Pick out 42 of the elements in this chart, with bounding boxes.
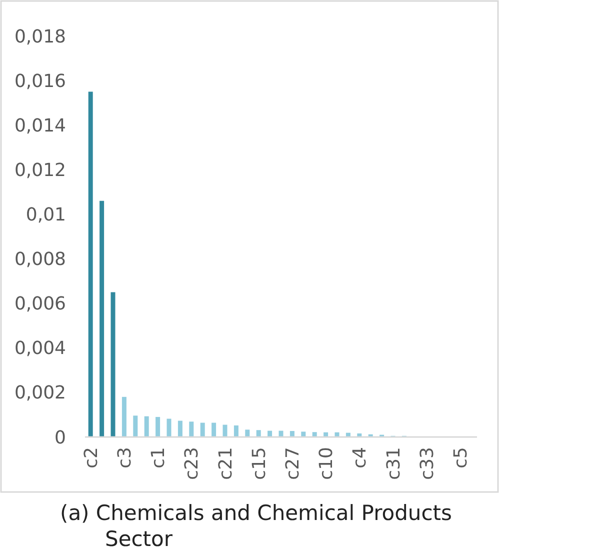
bar — [110, 292, 116, 437]
y-tick-label: 0,016 — [14, 70, 66, 92]
bar — [178, 420, 182, 437]
y-tick-label: 0,012 — [14, 160, 66, 181]
bar — [200, 422, 205, 437]
x-tick-label: c2 — [80, 447, 102, 468]
bar — [290, 430, 294, 437]
bar — [245, 430, 250, 437]
y-tick-label: 0,002 — [14, 382, 66, 404]
bar — [312, 432, 317, 437]
x-tick-label: c15 — [248, 447, 270, 480]
x-tick-label: c23 — [182, 447, 203, 480]
y-tick-label: 0,018 — [14, 26, 66, 48]
bar — [122, 396, 126, 437]
y-tick-label: 0,004 — [14, 338, 66, 360]
bar — [189, 422, 194, 437]
bar — [166, 418, 172, 437]
bar — [144, 416, 149, 437]
x-tick-label: c10 — [316, 447, 338, 480]
y-tick-label: 0,01 — [26, 204, 66, 226]
x-tick-label: c21 — [215, 447, 236, 480]
text: (a) Chemicals and Chemical Products Sector — [60, 501, 452, 551]
x-tick-label: c5 — [450, 447, 472, 468]
bar — [222, 424, 228, 437]
x-tick-label: c33 — [416, 447, 438, 480]
bar — [301, 432, 306, 437]
bar — [234, 425, 238, 437]
bar — [100, 200, 104, 437]
x-tick-label: c4 — [350, 447, 371, 468]
x-tick-label: c1 — [148, 447, 170, 468]
y-tick-label: 0,006 — [14, 294, 66, 315]
bar — [88, 92, 93, 437]
bar — [256, 430, 261, 437]
y-tick-label: 0 — [54, 427, 66, 448]
bar — [133, 416, 138, 437]
x-tick-label: c31 — [383, 447, 404, 480]
y-tick-label: 0,008 — [14, 249, 66, 270]
x-tick-label: c3 — [114, 447, 136, 468]
bar — [156, 416, 160, 437]
y-tick-label: 0,014 — [14, 115, 66, 136]
bar — [212, 422, 216, 437]
x-tick-label: c27 — [282, 447, 304, 480]
